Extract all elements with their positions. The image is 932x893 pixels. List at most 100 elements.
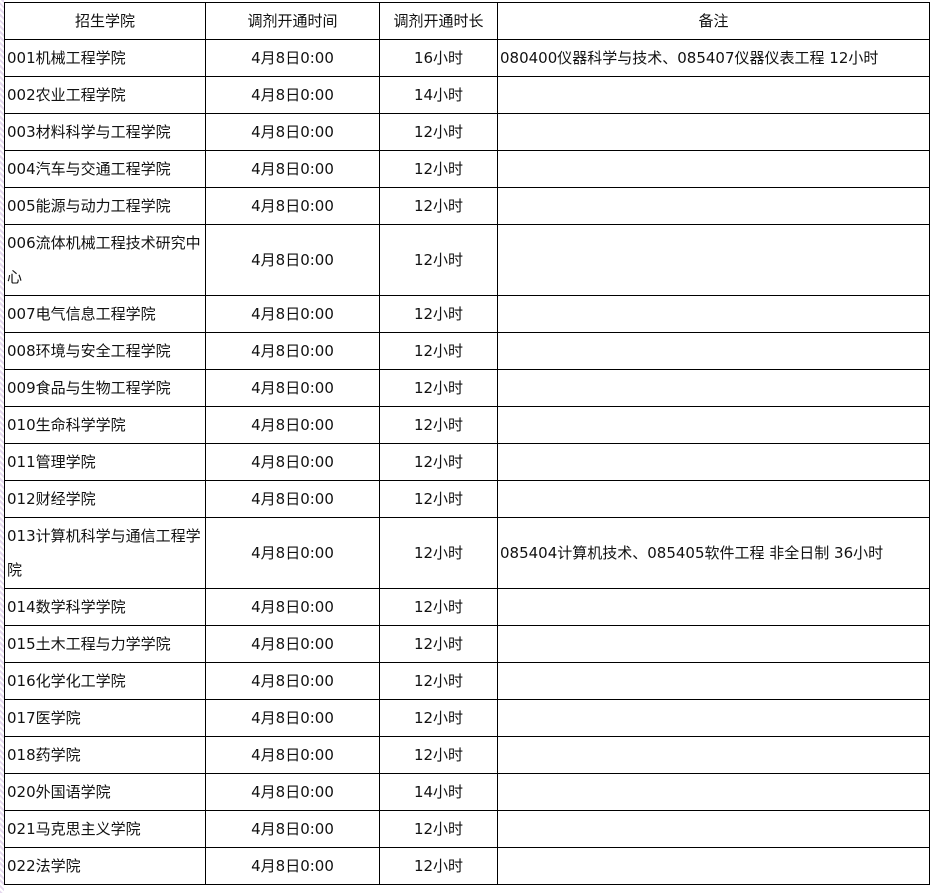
open-time-cell: 4月8日0:00 <box>205 773 380 811</box>
note-cell <box>497 295 930 333</box>
college-cell: 012财经学院 <box>4 480 206 518</box>
duration-cell: 12小时 <box>379 736 498 774</box>
college-cell: 009食品与生物工程学院 <box>4 369 206 407</box>
college-cell: 011管理学院 <box>4 443 206 481</box>
note-cell <box>497 847 930 885</box>
table-row: 009食品与生物工程学院 4月8日0:00 12小时 <box>4 369 930 407</box>
college-cell: 014数学科学学院 <box>4 588 206 626</box>
adjustment-schedule-table: 招生学院 调剂开通时间 调剂开通时长 备注 001机械工程学院 4月8日0:00 1… <box>4 2 930 885</box>
duration-cell: 12小时 <box>379 588 498 626</box>
open-time-cell: 4月8日0:00 <box>205 187 380 225</box>
duration-cell: 14小时 <box>379 76 498 114</box>
duration-cell: 12小时 <box>379 406 498 444</box>
note-cell <box>497 76 930 114</box>
table-row: 013计算机科学与通信工程学院 4月8日0:00 12小时 085404计算机技术、0… <box>4 517 930 589</box>
duration-cell: 12小时 <box>379 662 498 700</box>
duration-cell: 12小时 <box>379 332 498 370</box>
duration-cell: 12小时 <box>379 625 498 663</box>
duration-cell: 12小时 <box>379 150 498 188</box>
table-header-row: 招生学院 调剂开通时间 调剂开通时长 备注 <box>4 2 930 40</box>
open-time-cell: 4月8日0:00 <box>205 699 380 737</box>
open-time-cell: 4月8日0:00 <box>205 332 380 370</box>
open-time-cell: 4月8日0:00 <box>205 480 380 518</box>
note-cell <box>497 332 930 370</box>
open-time-cell: 4月8日0:00 <box>205 150 380 188</box>
header-note: 备注 <box>497 2 930 40</box>
table-row: 021马克思主义学院 4月8日0:00 12小时 <box>4 810 930 848</box>
college-cell: 020外国语学院 <box>4 773 206 811</box>
table-row: 005能源与动力工程学院 4月8日0:00 12小时 <box>4 187 930 225</box>
note-cell <box>497 588 930 626</box>
open-time-cell: 4月8日0:00 <box>205 517 380 589</box>
open-time-cell: 4月8日0:00 <box>205 76 380 114</box>
note-cell <box>497 699 930 737</box>
open-time-cell: 4月8日0:00 <box>205 736 380 774</box>
duration-cell: 12小时 <box>379 224 498 296</box>
header-duration: 调剂开通时长 <box>379 2 498 40</box>
college-cell: 007电气信息工程学院 <box>4 295 206 333</box>
duration-cell: 12小时 <box>379 517 498 589</box>
open-time-cell: 4月8日0:00 <box>205 224 380 296</box>
duration-cell: 12小时 <box>379 187 498 225</box>
table-row: 017医学院 4月8日0:00 12小时 <box>4 699 930 737</box>
college-cell: 016化学化工学院 <box>4 662 206 700</box>
note-cell <box>497 736 930 774</box>
open-time-cell: 4月8日0:00 <box>205 588 380 626</box>
duration-cell: 12小时 <box>379 369 498 407</box>
note-cell <box>497 187 930 225</box>
header-college: 招生学院 <box>4 2 206 40</box>
note-cell: 085404计算机技术、085405软件工程 非全日制 36小时 <box>497 517 930 589</box>
note-cell <box>497 810 930 848</box>
table-row: 016化学化工学院 4月8日0:00 12小时 <box>4 662 930 700</box>
duration-cell: 12小时 <box>379 443 498 481</box>
college-cell: 003材料科学与工程学院 <box>4 113 206 151</box>
table-row: 018药学院 4月8日0:00 12小时 <box>4 736 930 774</box>
college-cell: 004汽车与交通工程学院 <box>4 150 206 188</box>
college-cell: 021马克思主义学院 <box>4 810 206 848</box>
table-row: 010生命科学学院 4月8日0:00 12小时 <box>4 406 930 444</box>
college-cell: 010生命科学学院 <box>4 406 206 444</box>
table-row: 004汽车与交通工程学院 4月8日0:00 12小时 <box>4 150 930 188</box>
open-time-cell: 4月8日0:00 <box>205 369 380 407</box>
duration-cell: 12小时 <box>379 847 498 885</box>
college-cell: 002农业工程学院 <box>4 76 206 114</box>
open-time-cell: 4月8日0:00 <box>205 39 380 77</box>
table-row: 014数学科学学院 4月8日0:00 12小时 <box>4 588 930 626</box>
table-row: 011管理学院 4月8日0:00 12小时 <box>4 443 930 481</box>
header-open-time: 调剂开通时间 <box>205 2 380 40</box>
duration-cell: 16小时 <box>379 39 498 77</box>
college-cell: 006流体机械工程技术研究中心 <box>4 224 206 296</box>
college-cell: 015土木工程与力学学院 <box>4 625 206 663</box>
note-cell <box>497 406 930 444</box>
open-time-cell: 4月8日0:00 <box>205 406 380 444</box>
note-cell <box>497 150 930 188</box>
open-time-cell: 4月8日0:00 <box>205 113 380 151</box>
duration-cell: 14小时 <box>379 773 498 811</box>
table-row: 008环境与安全工程学院 4月8日0:00 12小时 <box>4 332 930 370</box>
note-cell <box>497 224 930 296</box>
open-time-cell: 4月8日0:00 <box>205 810 380 848</box>
open-time-cell: 4月8日0:00 <box>205 847 380 885</box>
open-time-cell: 4月8日0:00 <box>205 295 380 333</box>
note-cell <box>497 480 930 518</box>
note-cell <box>497 625 930 663</box>
note-cell <box>497 369 930 407</box>
college-cell: 022法学院 <box>4 847 206 885</box>
table-row: 001机械工程学院 4月8日0:00 16小时 080400仪器科学与技术、08540… <box>4 39 930 77</box>
duration-cell: 12小时 <box>379 810 498 848</box>
note-cell <box>497 662 930 700</box>
duration-cell: 12小时 <box>379 113 498 151</box>
page-edge-decoration <box>0 0 4 893</box>
table-row: 007电气信息工程学院 4月8日0:00 12小时 <box>4 295 930 333</box>
table-row: 020外国语学院 4月8日0:00 14小时 <box>4 773 930 811</box>
table-row: 022法学院 4月8日0:00 12小时 <box>4 847 930 885</box>
open-time-cell: 4月8日0:00 <box>205 443 380 481</box>
table-row: 006流体机械工程技术研究中心 4月8日0:00 12小时 <box>4 224 930 296</box>
college-cell: 008环境与安全工程学院 <box>4 332 206 370</box>
college-cell: 018药学院 <box>4 736 206 774</box>
duration-cell: 12小时 <box>379 480 498 518</box>
open-time-cell: 4月8日0:00 <box>205 662 380 700</box>
table-row: 003材料科学与工程学院 4月8日0:00 12小时 <box>4 113 930 151</box>
duration-cell: 12小时 <box>379 699 498 737</box>
note-cell <box>497 443 930 481</box>
